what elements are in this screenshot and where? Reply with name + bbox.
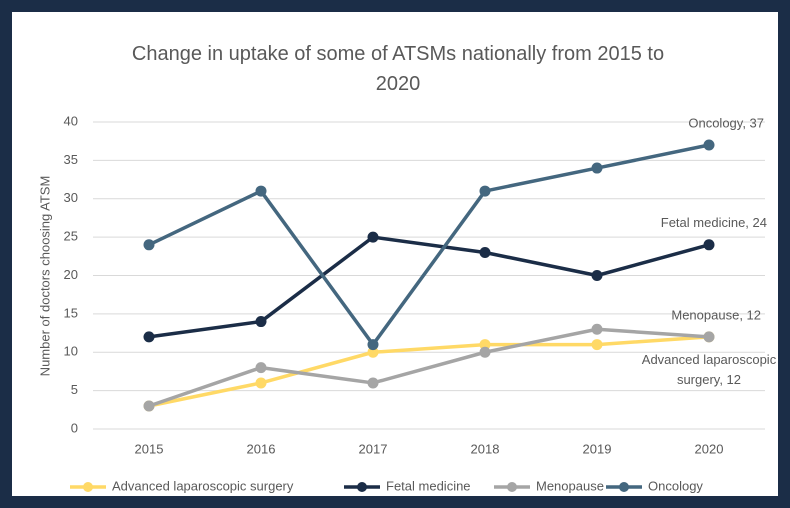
series-marker xyxy=(367,231,379,243)
series-marker xyxy=(255,377,267,389)
y-axis-label: Number of doctors choosing ATSM xyxy=(37,176,52,377)
series-line xyxy=(148,143,710,347)
series-marker xyxy=(591,339,603,351)
series-line xyxy=(148,335,710,408)
series-marker xyxy=(143,239,155,251)
legend-label: Fetal medicine xyxy=(386,478,471,493)
y-tick-label: 25 xyxy=(64,229,78,244)
legend-marker xyxy=(83,482,93,492)
series-marker xyxy=(591,270,603,281)
series-marker xyxy=(479,185,491,197)
series-marker xyxy=(255,316,267,328)
series-marker xyxy=(703,331,715,343)
series-line xyxy=(148,235,710,339)
x-tick-label: 2016 xyxy=(247,441,276,456)
series-marker xyxy=(479,246,491,258)
chart-title: Change in uptake of some of ATSMs nation… xyxy=(132,43,664,95)
series-marker xyxy=(367,339,379,351)
legend-label: Oncology xyxy=(648,478,703,493)
series-marker xyxy=(143,400,155,412)
series-line xyxy=(148,327,710,408)
y-tick-label: 15 xyxy=(64,305,78,320)
y-tick-label: 5 xyxy=(71,382,78,397)
series-marker xyxy=(479,339,491,351)
series-marker xyxy=(703,139,715,151)
legend-marker xyxy=(507,482,517,492)
x-tick-label: 2017 xyxy=(359,441,388,456)
x-tick-label: 2018 xyxy=(471,441,500,456)
legend-label: Menopause xyxy=(536,478,604,493)
series-marker xyxy=(367,346,379,358)
series-marker xyxy=(367,377,379,389)
series-marker xyxy=(255,362,267,374)
x-tick-label: 2019 xyxy=(583,441,612,456)
series-marker xyxy=(591,323,603,335)
legend-label: Advanced laparoscopic surgery xyxy=(112,478,294,493)
y-tick-label: 0 xyxy=(71,420,78,435)
series-marker xyxy=(143,331,155,343)
y-tick-label: 40 xyxy=(64,113,78,128)
series-marker xyxy=(703,239,715,251)
legend-marker xyxy=(619,482,629,492)
data-label: Menopause, 12 xyxy=(671,307,761,322)
legend-marker xyxy=(357,482,367,492)
data-label: Advanced laparoscopic surgery, 12 xyxy=(642,352,777,387)
y-tick-label: 35 xyxy=(64,152,78,167)
series-marker xyxy=(255,185,267,197)
data-label: Fetal medicine, 24 xyxy=(661,215,767,230)
y-tick-label: 10 xyxy=(64,344,78,359)
series-marker xyxy=(591,162,603,174)
y-tick-label: 20 xyxy=(64,267,78,282)
x-tick-label: 2020 xyxy=(695,441,724,456)
x-tick-label: 2015 xyxy=(135,441,164,456)
y-tick-label: 30 xyxy=(64,190,78,205)
series-marker xyxy=(479,346,491,358)
data-label: Oncology, 37 xyxy=(688,115,764,130)
